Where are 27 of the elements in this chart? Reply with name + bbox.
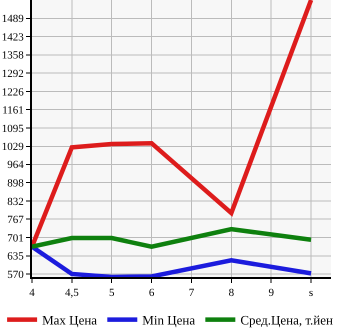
- y-tick-label: 1358: [2, 50, 24, 62]
- x-tick-label: 4: [29, 287, 36, 300]
- legend-label: Min Цена: [142, 312, 196, 328]
- y-tick-label: 898: [7, 178, 24, 190]
- y-tick-label: 1489: [2, 13, 24, 26]
- y-tick-label: 964: [7, 159, 24, 172]
- legend-label: Сред.Цена, т.йен: [240, 312, 334, 328]
- y-tick-label: 1423: [2, 32, 24, 44]
- y-tick-label: 767: [7, 214, 24, 226]
- y-tick-label: 1226: [2, 86, 24, 98]
- x-tick-label: 8: [228, 287, 235, 300]
- x-tick-label: 9: [268, 287, 274, 300]
- legend-label: Max Цена: [42, 312, 98, 328]
- line-series: [32, 226, 314, 249]
- y-tick-label: 635: [7, 250, 24, 263]
- x-tick-label: 6: [148, 287, 155, 300]
- y-tick-label: 570: [7, 268, 24, 281]
- y-tick-label: 1095: [2, 122, 24, 135]
- x-tick-label: 4,5: [64, 287, 80, 300]
- y-tick-label: 1161: [2, 104, 24, 116]
- y-tick-label: 701: [7, 232, 24, 244]
- x-tick-label: 5: [108, 287, 115, 300]
- y-tick-label: 1292: [2, 68, 24, 80]
- y-tick-label: 1029: [2, 141, 24, 154]
- x-tick-label: s: [308, 287, 314, 300]
- y-tick-label: 832: [7, 196, 24, 208]
- x-tick-label: 7: [188, 287, 195, 300]
